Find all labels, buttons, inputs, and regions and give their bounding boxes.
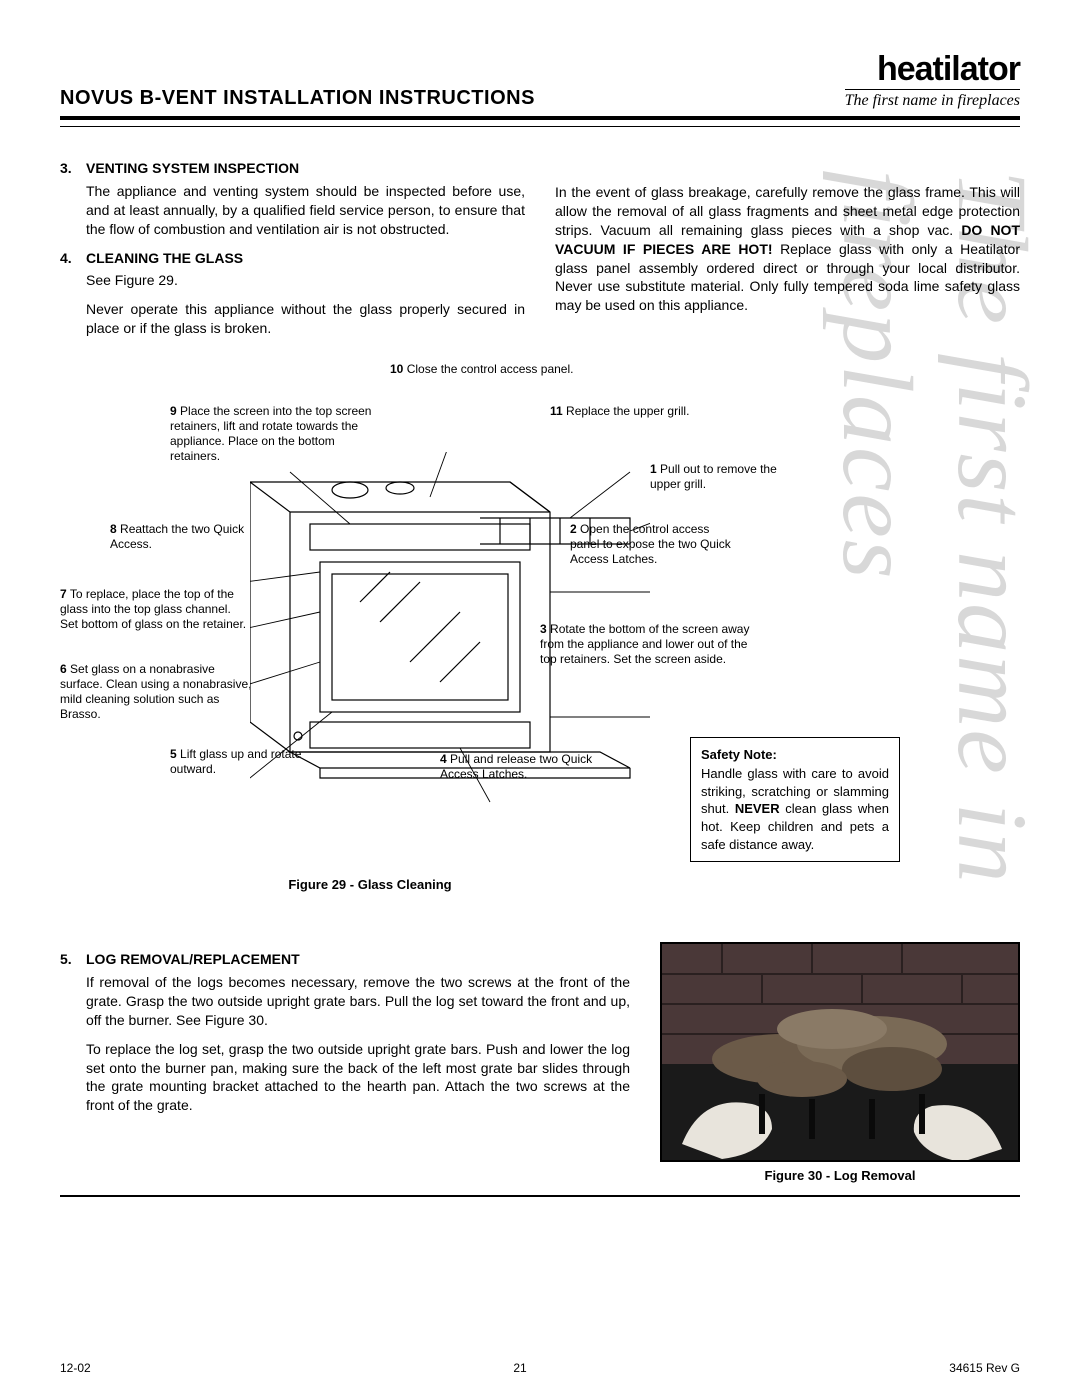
section-3-body: The appliance and venting system should … [86,182,525,239]
section-3-heading: 3. VENTING SYSTEM INSPECTION [60,159,525,178]
callout-11: 11 Replace the upper grill. [550,404,689,419]
section-4-right: In the event of glass breakage, carefull… [555,183,1020,315]
callout-1: 1 Pull out to remove the upper grill. [650,462,790,492]
section-4-see: See Figure 29. [86,271,525,290]
figure-29: 10 Close the control access panel. 9 Pla… [60,362,1020,892]
safety-bold: NEVER [735,801,780,816]
callout-9-num: 9 [170,404,177,418]
section-3-num: 3. [60,159,86,178]
callout-8: 8 Reattach the two Quick Access. [110,522,250,552]
callout-3-num: 3 [540,622,547,636]
section-5-title: LOG REMOVAL/REPLACEMENT [86,950,300,969]
callout-6-text: Set glass on a nonabrasive surface. Clea… [60,662,251,721]
callout-1-text: Pull out to remove the upper grill. [650,462,777,491]
page-header: NOVUS B-VENT INSTALLATION INSTRUCTIONS h… [60,50,1020,120]
section-3-title: VENTING SYSTEM INSPECTION [86,159,299,178]
callout-9: 9 Place the screen into the top screen r… [170,404,380,464]
callout-10-num: 10 [390,362,403,376]
callout-7-num: 7 [60,587,67,601]
callout-6: 6 Set glass on a nonabrasive surface. Cl… [60,662,260,722]
brand-tagline: The first name in fireplaces [845,89,1020,110]
section-4-warn: Never operate this appliance without the… [86,300,525,338]
callout-10: 10 Close the control access panel. [390,362,573,377]
callout-4: 4 Pull and release two Quick Access Latc… [440,752,610,782]
figure-29-caption: Figure 29 - Glass Cleaning [60,877,680,892]
callout-7: 7 To replace, place the top of the glass… [60,587,250,632]
section-5-num: 5. [60,950,86,969]
safety-note-box: Safety Note: Handle glass with care to a… [690,737,900,862]
footer-page-num: 21 [513,1361,526,1375]
footer-left: 12-02 [60,1361,91,1375]
callout-11-num: 11 [550,404,563,418]
callout-2-num: 2 [570,522,577,536]
callout-5: 5 Lift glass up and rotate outward. [170,747,320,777]
callout-11-text: Replace the upper grill. [566,404,689,418]
callout-10-text: Close the control access panel. [407,362,574,376]
figure-30-image [660,942,1020,1162]
callout-8-text: Reattach the two Quick Access. [110,522,244,551]
page-footer: 12-02 21 34615 Rev G [60,1361,1020,1375]
callout-7-text: To replace, place the top of the glass i… [60,587,246,631]
callout-2: 2 Open the control access panel to expos… [570,522,740,567]
doc-title: NOVUS B-VENT INSTALLATION INSTRUCTIONS [60,87,535,110]
footer-rev: 34615 Rev G [949,1361,1020,1375]
section-4-right-p1: In the event of glass breakage, carefull… [555,184,1020,238]
callout-5-num: 5 [170,747,177,761]
callout-1-num: 1 [650,462,657,476]
section-5-p2: To replace the log set, grasp the two ou… [86,1040,630,1116]
brand-logo: heatilator [845,50,1020,89]
callout-8-num: 8 [110,522,117,536]
callout-4-text: Pull and release two Quick Access Latche… [440,752,592,781]
callout-9-text: Place the screen into the top screen ret… [170,404,371,463]
callout-3-text: Rotate the bottom of the screen away fro… [540,622,749,666]
safety-title: Safety Note: [701,746,889,764]
callout-3: 3 Rotate the bottom of the screen away f… [540,622,750,667]
section-5-heading: 5. LOG REMOVAL/REPLACEMENT [60,950,630,969]
figure-30-caption: Figure 30 - Log Removal [660,1168,1020,1183]
section-4-heading: 4. CLEANING THE GLASS [60,249,525,268]
callout-2-text: Open the control access panel to expose … [570,522,731,566]
callout-6-num: 6 [60,662,67,676]
bottom-rule [60,1195,1020,1197]
brand-block: heatilator The first name in fireplaces [845,50,1020,110]
section-4-title: CLEANING THE GLASS [86,249,243,268]
header-rule [60,126,1020,127]
section-5-p1: If removal of the logs becomes necessary… [86,973,630,1030]
section-4-num: 4. [60,249,86,268]
callout-5-text: Lift glass up and rotate outward. [170,747,301,776]
callout-4-num: 4 [440,752,447,766]
